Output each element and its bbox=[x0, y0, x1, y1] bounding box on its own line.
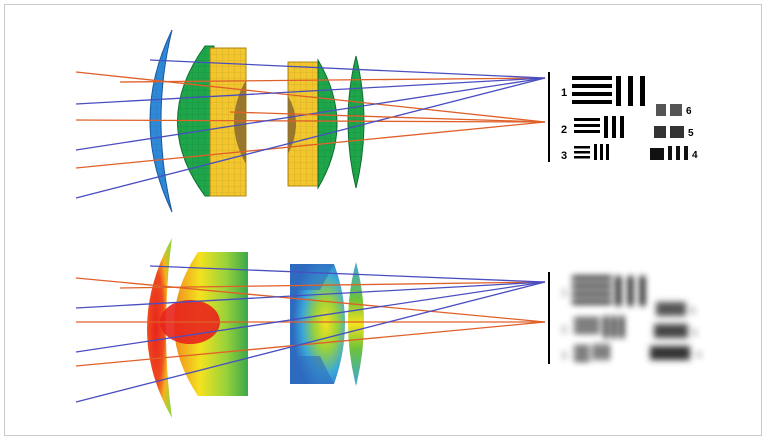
top-target-label-5: 5 bbox=[688, 128, 694, 139]
top-target-label-3: 3 bbox=[561, 150, 567, 162]
top-target-label-4: 4 bbox=[692, 150, 698, 161]
bottom-resolution-target: 1 2 3 4 5 6 bbox=[548, 272, 702, 364]
bottom-target-label-3: 3 bbox=[561, 350, 567, 362]
top-target-label-6: 6 bbox=[686, 106, 692, 117]
figure-frame bbox=[4, 4, 762, 436]
top-target-label-2: 2 bbox=[561, 124, 567, 136]
bottom-lens-1 bbox=[147, 238, 172, 418]
bottom-rays bbox=[75, 265, 546, 403]
top-lens-system bbox=[149, 29, 365, 213]
top-rays bbox=[75, 59, 546, 199]
bottom-target-label-4: 4 bbox=[696, 350, 702, 361]
bottom-target-label-5: 5 bbox=[692, 328, 698, 339]
bottom-lens-4 bbox=[348, 262, 364, 386]
bottom-lens-system bbox=[147, 238, 364, 418]
top-target-label-1: 1 bbox=[561, 87, 567, 99]
bottom-target-label-6: 6 bbox=[690, 306, 696, 317]
bottom-target-label-2: 2 bbox=[561, 324, 567, 336]
bottom-target-label-1: 1 bbox=[561, 287, 567, 299]
top-resolution-target: 1 2 3 4 5 6 bbox=[548, 72, 698, 162]
